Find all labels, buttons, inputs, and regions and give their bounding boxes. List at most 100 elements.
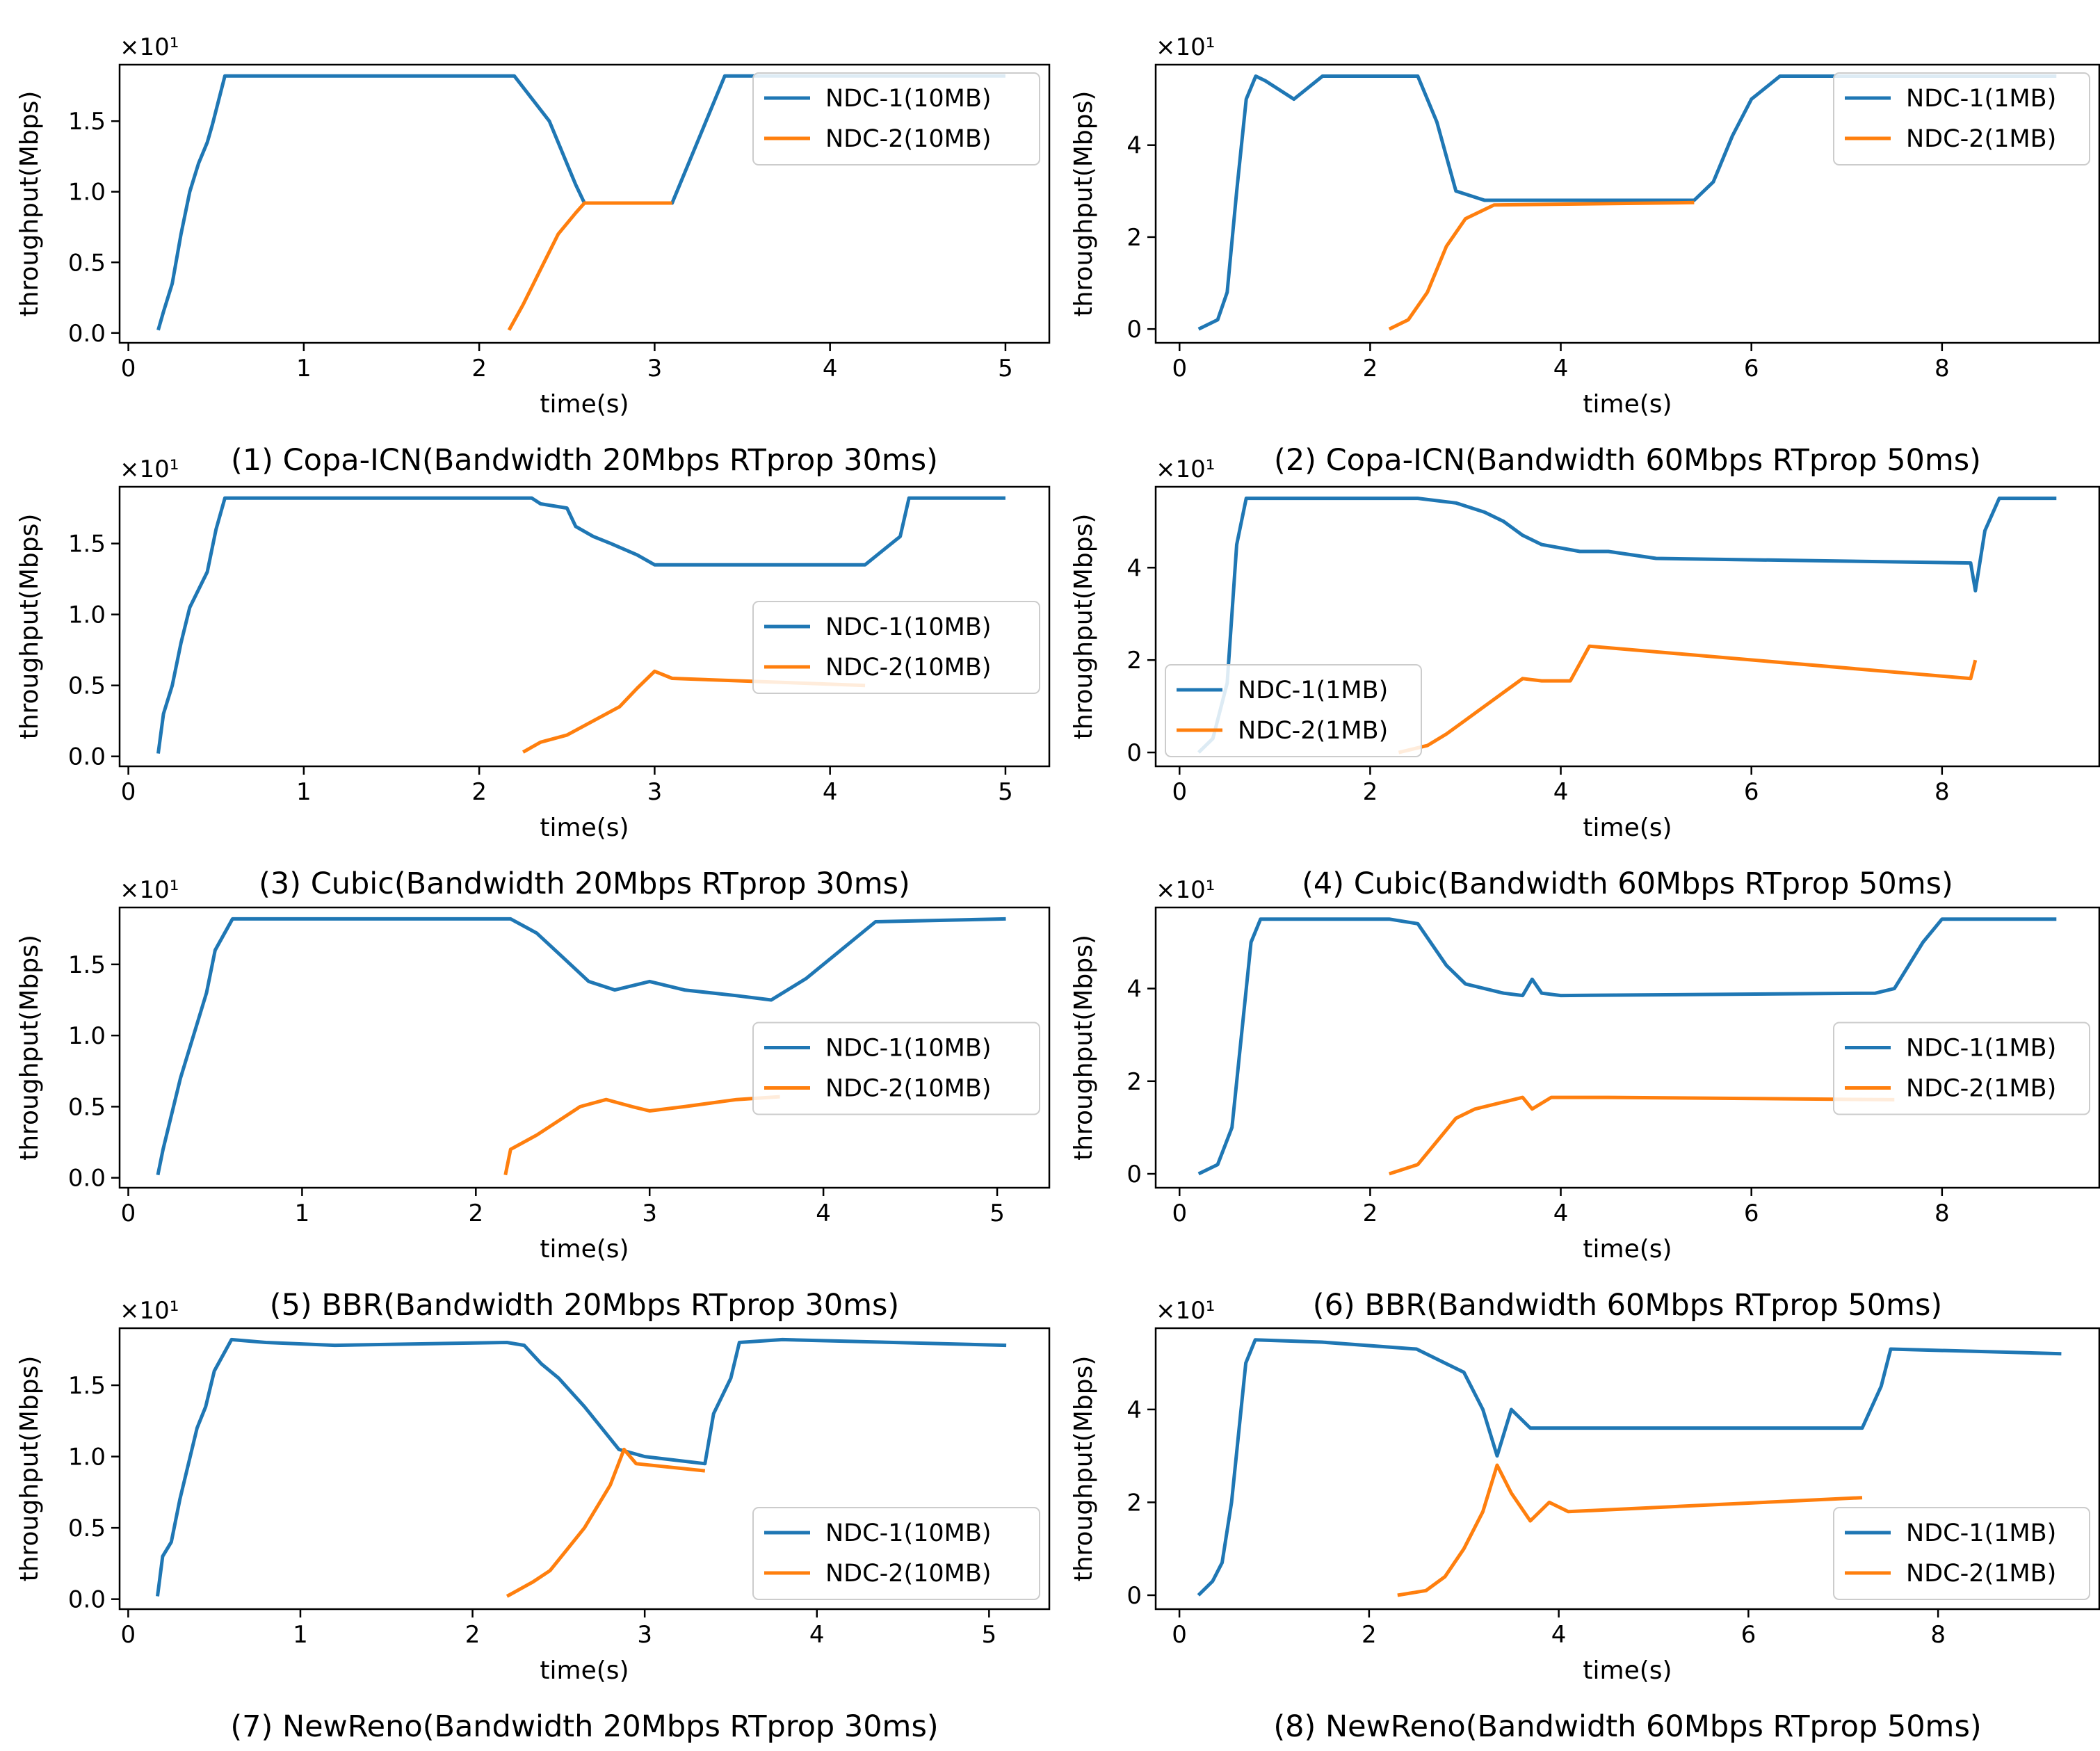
legend-label-ndc-1: NDC-1(10MB) bbox=[825, 613, 992, 641]
chart-panel-8: 0 2 4 6 8 0 2 4 ×10¹ time(s) throughput(Mbps) (8) N… bbox=[1069, 1297, 2100, 1744]
x-axis-label: time(s) bbox=[540, 390, 629, 419]
panel-caption: (5) BBR(Bandwidth 20Mbps RTprop 30ms) bbox=[270, 1288, 899, 1323]
y-tick-label: 0.0 bbox=[68, 1586, 106, 1614]
y-tick-label: 0.5 bbox=[68, 1093, 106, 1121]
legend-frame bbox=[1833, 1022, 2090, 1115]
y-tick-label: 4 bbox=[1126, 976, 1142, 1003]
y-tick-label: 1.0 bbox=[68, 1022, 106, 1050]
x-tick-label: 6 bbox=[1744, 355, 1759, 382]
x-tick-label: 0 bbox=[1172, 1621, 1187, 1649]
legend-label-ndc-2: NDC-2(10MB) bbox=[825, 1075, 992, 1103]
x-tick-label: 2 bbox=[471, 355, 487, 382]
legend-frame bbox=[1833, 1507, 2090, 1600]
legend-label-ndc-1: NDC-1(1MB) bbox=[1906, 85, 2056, 113]
x-tick-label: 3 bbox=[647, 355, 663, 382]
legend: NDC-1(1MB) NDC-2(1MB) bbox=[1833, 72, 2090, 166]
axes-frame bbox=[1154, 1327, 2100, 1611]
axis-scale-label: ×10¹ bbox=[1156, 33, 1215, 61]
x-tick-label: 5 bbox=[998, 355, 1013, 382]
x-tick-label: 5 bbox=[990, 1200, 1005, 1227]
panel-caption: (2) Copa-ICN(Bandwidth 60Mbps RTprop 50m… bbox=[1274, 443, 1981, 478]
series-line-ndc-1 bbox=[1197, 74, 2057, 331]
chart-panel-6: 0 2 4 6 8 0 2 4 ×10¹ time(s) throughput(Mbps) (6) B… bbox=[1069, 876, 2100, 1323]
y-axis-label: throughput(Mbps) bbox=[1069, 1356, 1098, 1582]
legend-label-ndc-2: NDC-2(1MB) bbox=[1238, 717, 1388, 745]
axes-frame bbox=[1154, 63, 2100, 344]
x-tick-label: 5 bbox=[982, 1621, 997, 1649]
x-tick-label: 1 bbox=[296, 778, 312, 806]
axis-scale-label: ×10¹ bbox=[120, 455, 179, 483]
y-tick-label: 1.0 bbox=[68, 602, 106, 629]
y-axis-label: throughput(Mbps) bbox=[15, 514, 44, 740]
axes-frame bbox=[1154, 906, 2100, 1189]
x-axis-label: time(s) bbox=[1583, 1235, 1672, 1264]
legend-label-ndc-2: NDC-2(10MB) bbox=[825, 654, 992, 681]
x-tick-label: 0 bbox=[121, 778, 136, 806]
legend-frame bbox=[752, 1507, 1040, 1600]
y-axis-label: throughput(Mbps) bbox=[15, 935, 44, 1161]
series-line-ndc-2 bbox=[1388, 200, 1695, 331]
y-tick-label: 1.5 bbox=[68, 951, 106, 979]
legend-label-ndc-2: NDC-2(1MB) bbox=[1906, 1075, 2056, 1103]
x-tick-label: 2 bbox=[1363, 778, 1378, 806]
x-tick-label: 0 bbox=[1172, 778, 1187, 806]
x-tick-label: 8 bbox=[1935, 1200, 1950, 1227]
axes-frame bbox=[1154, 485, 2100, 768]
x-tick-label: 2 bbox=[465, 1621, 480, 1649]
legend-label-ndc-2: NDC-2(10MB) bbox=[825, 1560, 992, 1588]
x-tick-label: 0 bbox=[121, 355, 136, 382]
y-axis-label: throughput(Mbps) bbox=[1069, 935, 1098, 1161]
series-line-ndc-2 bbox=[507, 201, 672, 331]
y-tick-label: 0 bbox=[1126, 739, 1142, 767]
x-axis-label: time(s) bbox=[540, 1235, 629, 1264]
x-tick-label: 5 bbox=[998, 778, 1013, 806]
legend-frame bbox=[1833, 72, 2090, 166]
legend-label-ndc-2: NDC-2(1MB) bbox=[1906, 125, 2056, 153]
panel-caption: (8) NewReno(Bandwidth 60Mbps RTprop 50ms… bbox=[1273, 1709, 1981, 1744]
x-tick-label: 4 bbox=[1553, 778, 1569, 806]
legend-frame bbox=[1165, 664, 1422, 757]
x-tick-label: 2 bbox=[1363, 355, 1378, 382]
panel-caption: (3) Cubic(Bandwidth 20Mbps RTprop 30ms) bbox=[259, 866, 910, 901]
x-axis-label: time(s) bbox=[540, 814, 629, 842]
x-tick-label: 6 bbox=[1744, 778, 1759, 806]
legend-frame bbox=[752, 601, 1040, 694]
axis-scale-label: ×10¹ bbox=[1156, 876, 1215, 904]
x-tick-label: 4 bbox=[1553, 355, 1569, 382]
x-tick-label: 0 bbox=[121, 1200, 136, 1227]
x-tick-label: 2 bbox=[1362, 1621, 1377, 1649]
legend-label-ndc-1: NDC-1(1MB) bbox=[1238, 677, 1388, 704]
x-tick-label: 1 bbox=[295, 1200, 310, 1227]
axis-scale-label: ×10¹ bbox=[120, 33, 179, 61]
axes-frame bbox=[118, 1327, 1051, 1611]
x-tick-label: 4 bbox=[1551, 1621, 1567, 1649]
x-axis-label: time(s) bbox=[1583, 390, 1672, 419]
panel-caption: (4) Cubic(Bandwidth 60Mbps RTprop 50ms) bbox=[1302, 866, 1953, 901]
y-tick-label: 0.0 bbox=[68, 1165, 106, 1193]
y-tick-label: 1.5 bbox=[68, 1372, 106, 1400]
series-line-ndc-2 bbox=[503, 1095, 780, 1176]
legend-label-ndc-1: NDC-1(1MB) bbox=[1906, 1519, 2056, 1547]
x-tick-label: 4 bbox=[823, 355, 838, 382]
legend-label-ndc-1: NDC-1(10MB) bbox=[825, 85, 992, 113]
y-tick-label: 1.5 bbox=[68, 531, 106, 558]
x-tick-label: 2 bbox=[1363, 1200, 1378, 1227]
chart-panel-2: 0 2 4 6 8 0 2 4 ×10¹ time(s) throughput(Mbps) (2) C… bbox=[1069, 33, 2100, 478]
series-line-ndc-2 bbox=[506, 1447, 706, 1598]
series-line-ndc-1 bbox=[156, 496, 1005, 754]
series-line-ndc-2 bbox=[1397, 1463, 1863, 1597]
series-line-ndc-2 bbox=[522, 669, 866, 754]
x-tick-label: 3 bbox=[642, 1200, 657, 1227]
y-tick-label: 0.5 bbox=[68, 672, 106, 700]
panel-caption: (6) BBR(Bandwidth 60Mbps RTprop 50ms) bbox=[1313, 1288, 1942, 1323]
y-tick-label: 1.0 bbox=[68, 1444, 106, 1471]
y-tick-label: 2 bbox=[1126, 647, 1142, 675]
series-line-ndc-2 bbox=[1389, 1095, 1895, 1176]
x-tick-label: 4 bbox=[809, 1621, 825, 1649]
x-tick-label: 0 bbox=[1172, 355, 1187, 382]
y-tick-label: 2 bbox=[1126, 1068, 1142, 1096]
axis-scale-label: ×10¹ bbox=[1156, 455, 1215, 483]
legend-frame bbox=[752, 1022, 1040, 1115]
x-tick-label: 0 bbox=[1172, 1200, 1187, 1227]
